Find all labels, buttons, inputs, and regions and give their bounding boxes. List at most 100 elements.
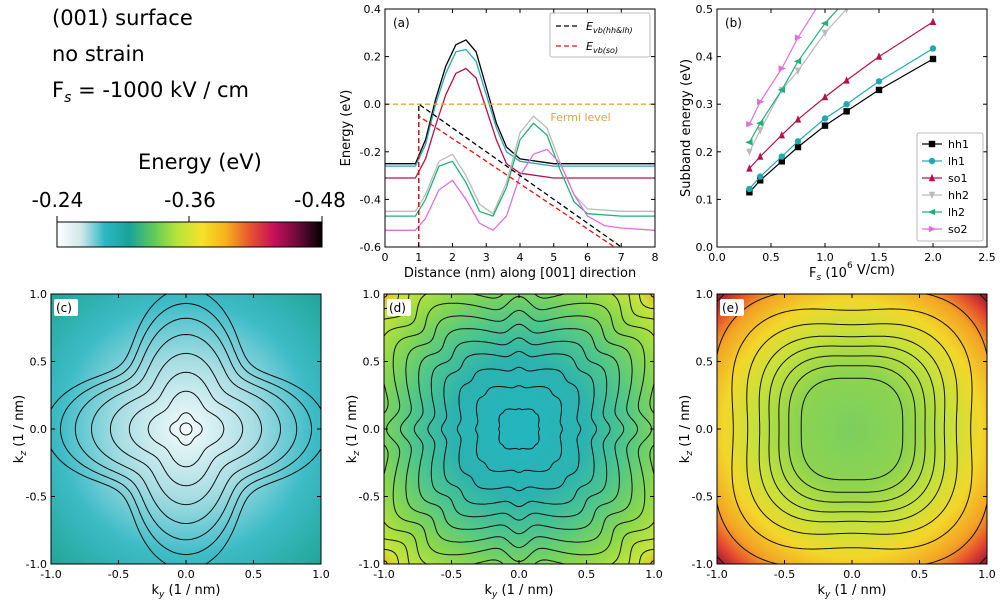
panel-b-x-tick-label: 2.0	[924, 251, 942, 264]
panel-b-point	[746, 189, 753, 196]
panel-e-x-tick-label: -1.0	[706, 568, 727, 581]
panel-b-point	[929, 45, 937, 52]
panel-b-point	[745, 139, 753, 146]
panel-b-point	[843, 76, 850, 84]
panel-d-contour	[427, 337, 611, 521]
panel-e-contour	[758, 335, 946, 523]
panel-b-y-tick-label: 0.3	[696, 98, 714, 111]
panel-c-contour	[169, 412, 203, 446]
panel-b-point	[821, 29, 829, 37]
panel-b-point	[821, 122, 829, 129]
panel-b-point	[757, 173, 764, 180]
panel-c-heatmap	[51, 294, 321, 564]
panel-b-series-line	[748, 47, 934, 190]
panel-b-point	[746, 164, 753, 172]
panel-d-label: (d)	[389, 301, 406, 315]
panel-a-y-tick-label: 0.4	[364, 3, 382, 16]
panel-b-legend-marker	[928, 157, 936, 165]
panel-e-xlabel: ky (1 / nm)	[818, 583, 887, 600]
panel-d-contour	[456, 366, 582, 492]
panel-d-y-tick-label: -0.5	[359, 491, 380, 504]
panel-b-frame	[716, 8, 988, 248]
panel-b-legend-entry: so2	[948, 223, 967, 236]
panel-c-contour	[51, 294, 321, 564]
panel-e-y-tick-label: -1.0	[692, 558, 713, 571]
panel-b-series	[746, 9, 849, 156]
panel-b-x-tick-label: 0.5	[762, 251, 780, 264]
panel-c-contour	[109, 352, 263, 506]
panel-d-heat-fill	[384, 294, 654, 564]
panel-b-series-line	[748, 9, 839, 143]
field-symbol: F	[52, 78, 65, 102]
panel-b-point	[794, 138, 802, 145]
panel-b-series	[746, 55, 937, 196]
panel-d-x-tick-label: 0.5	[578, 568, 596, 581]
panel-b-point	[844, 9, 849, 14]
panel-c-ylabel: kz (1 / nm)	[12, 395, 29, 463]
panel-a-x-tick-label: 8	[652, 251, 659, 264]
panel-b-series	[745, 0, 849, 146]
panel-a-series-line	[385, 39, 655, 165]
panel-c-y-tick-label: 1.0	[30, 288, 48, 301]
panel-e-x-tick-label: 0.5	[911, 568, 929, 581]
panel-a-y-tick-label: 0.0	[364, 98, 382, 111]
panel-a-y-tick-label: 0.2	[364, 51, 382, 64]
panel-a-x-tick-label: 4	[517, 251, 524, 264]
panel-b-point	[757, 177, 764, 184]
panel-b-point	[794, 143, 802, 151]
panel-b-point	[794, 67, 802, 76]
panel-d-contour	[475, 385, 563, 473]
panel-b-legend-marker	[928, 173, 936, 182]
panel-e-ylabel: kz (1 / nm)	[678, 395, 695, 463]
panel-a-series-line	[418, 103, 622, 247]
panel-c-contour	[90, 333, 281, 525]
panel-c-label-bg	[54, 299, 78, 316]
panel-b-point	[843, 101, 850, 108]
panel-c-x-tick-label: -0.5	[108, 568, 129, 581]
panel-b-point	[875, 52, 883, 60]
panel-c-contour	[74, 317, 298, 541]
panel-a-series-line	[385, 148, 655, 231]
panel-e-contour	[778, 355, 926, 503]
panel-b-point	[843, 108, 850, 115]
panel-b-point	[842, 0, 849, 3]
panel-b-point	[793, 58, 802, 65]
panel-c-x-tick-label: 0.5	[245, 568, 263, 581]
panel-d-y-tick-label: 0.0	[363, 423, 381, 436]
panel-c-y-tick-label: -1.0	[26, 558, 47, 571]
panel-e-y-tick-label: -0.5	[692, 491, 713, 504]
panel-b-x-tick-label: 2.5	[978, 251, 996, 264]
panel-b-point	[757, 127, 764, 135]
panel-d-x-tick-label: 0.0	[510, 568, 528, 581]
panel-e-contour	[746, 323, 958, 535]
panel-a-x-tick-label: 6	[584, 251, 591, 264]
panel-a-series-line	[385, 67, 655, 179]
panel-e-y-tick-label: 1.0	[696, 288, 714, 301]
panel-b-x-tick-label: 1.0	[816, 251, 834, 264]
panel-d-contour	[399, 309, 639, 549]
panel-c-contour	[59, 302, 313, 556]
panel-b-series-line	[748, 9, 817, 125]
panel-b-point	[778, 130, 785, 139]
panel-b-point	[757, 152, 764, 160]
panel-a-fermi-label: Fermi level	[550, 111, 610, 124]
panel-b-series-line	[748, 21, 934, 169]
panel-a-label: (a)	[393, 16, 410, 30]
panel-c-center-contour	[179, 422, 193, 436]
panel-a-x-tick-label: 2	[449, 251, 456, 264]
panel-b-point	[746, 120, 754, 128]
panel-d-label-bg	[387, 299, 411, 316]
panel-e-y-tick-label: 0.5	[696, 356, 714, 369]
panel-a-series-line	[385, 115, 655, 215]
panel-a-xlabel: Distance (nm) along [001] direction	[404, 266, 636, 281]
panel-c-y-tick-label: -0.5	[26, 491, 47, 504]
panel-b-point	[875, 78, 883, 85]
panel-b-point	[929, 55, 937, 63]
panel-b-point	[794, 115, 802, 123]
panel-d-xlabel: ky (1 / nm)	[485, 583, 554, 600]
colorbar-tick-mid: -0.36	[164, 188, 216, 212]
panel-c-heat-fill	[51, 294, 321, 564]
panel-a-ylabel: Energy (eV)	[339, 90, 354, 167]
panel-d-y-tick-label: 0.5	[363, 356, 381, 369]
